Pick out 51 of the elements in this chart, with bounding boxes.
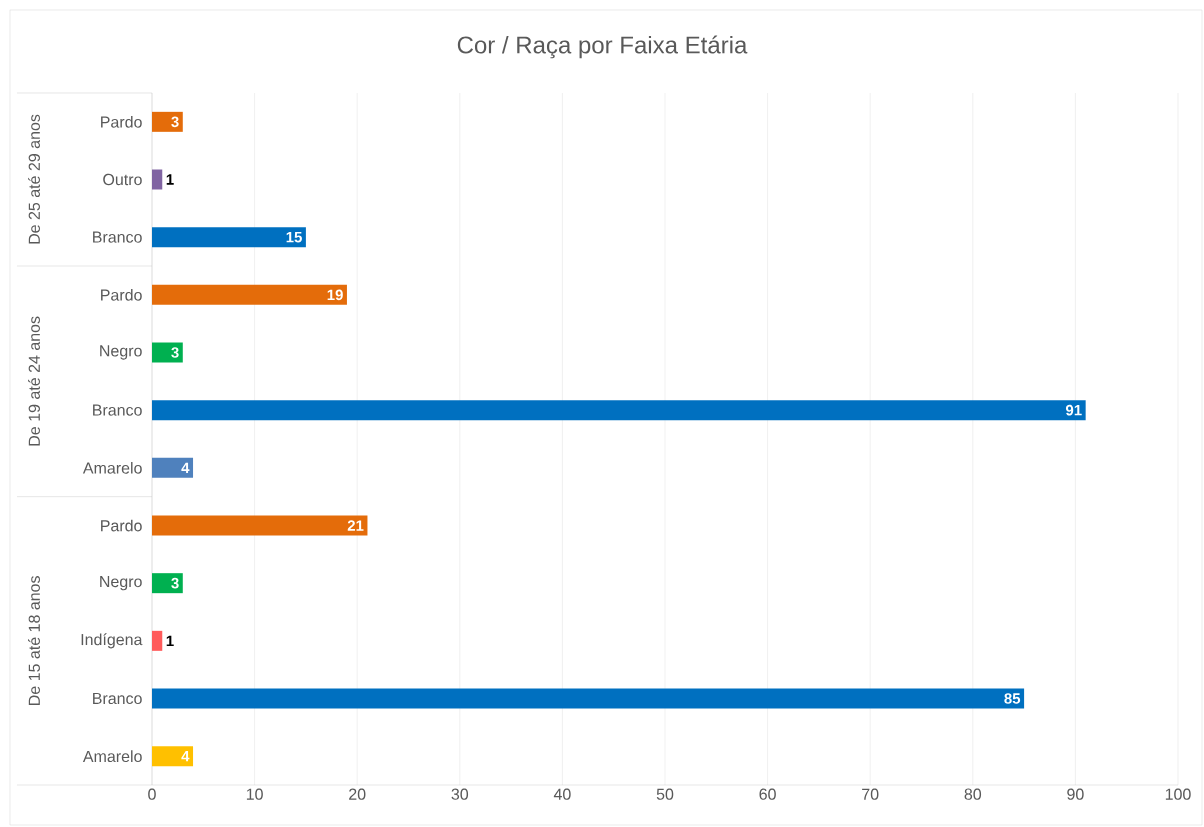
data-label: 3 <box>171 116 179 128</box>
bar <box>152 630 163 651</box>
bar <box>152 400 1086 421</box>
data-label: 91 <box>1065 404 1082 416</box>
text: De 25 até 29 anos <box>28 114 40 244</box>
data-label: 4 <box>181 462 190 473</box>
bar <box>152 573 183 594</box>
bar <box>152 111 183 132</box>
data-label: 85 <box>1004 693 1021 704</box>
y-tick-label: Branco <box>93 692 142 705</box>
x-tick-label: 50 <box>656 788 674 800</box>
x-tick-label: 0 <box>148 788 156 800</box>
data-label: 21 <box>347 520 364 531</box>
y-tick-label: Branco <box>93 404 142 416</box>
text: De 15 até 18 anos <box>28 576 40 705</box>
text: De 19 até 24 anos <box>28 316 40 446</box>
x-tick-label: 20 <box>349 788 366 800</box>
x-tick-label: 100 <box>1165 788 1191 800</box>
data-label: 1 <box>166 174 174 185</box>
data-label: 3 <box>171 347 179 358</box>
data-label: 3 <box>171 577 179 589</box>
y-tick-label: Branco <box>93 231 142 243</box>
x-tick-label: 90 <box>1067 788 1084 800</box>
data-label: 19 <box>327 289 343 301</box>
x-tick-label: 80 <box>964 788 982 800</box>
data-label: 4 <box>181 751 190 762</box>
x-tick-label: 10 <box>246 788 263 800</box>
data-label: 1 <box>166 635 174 646</box>
data-label: 15 <box>286 231 302 243</box>
y-tick-label: Pardo <box>101 115 142 128</box>
y-tick-label: Amarelo <box>82 750 142 763</box>
x-tick-label: 60 <box>759 788 776 800</box>
bar <box>152 169 163 190</box>
x-tick-label: 30 <box>451 788 469 800</box>
y-tick-label: Negro <box>100 345 142 360</box>
bar <box>152 746 194 767</box>
chart-title: Cor / Raça por Faixa Etária <box>457 35 748 59</box>
bar <box>152 284 347 305</box>
bar <box>152 227 306 248</box>
bar <box>152 457 194 478</box>
y-tick-label: Amarelo <box>82 461 142 474</box>
y-tick-label: Pardo <box>101 288 142 301</box>
bar <box>152 688 1025 709</box>
y-tick-label: Indígena <box>81 633 143 649</box>
x-tick-label: 40 <box>553 788 571 800</box>
y-tick-label: Negro <box>100 576 142 591</box>
y-tick-label: Outro <box>103 173 142 186</box>
bar <box>152 342 183 363</box>
y-tick-label: Pardo <box>101 519 142 532</box>
bar <box>152 515 368 536</box>
x-tick-label: 70 <box>862 788 879 800</box>
